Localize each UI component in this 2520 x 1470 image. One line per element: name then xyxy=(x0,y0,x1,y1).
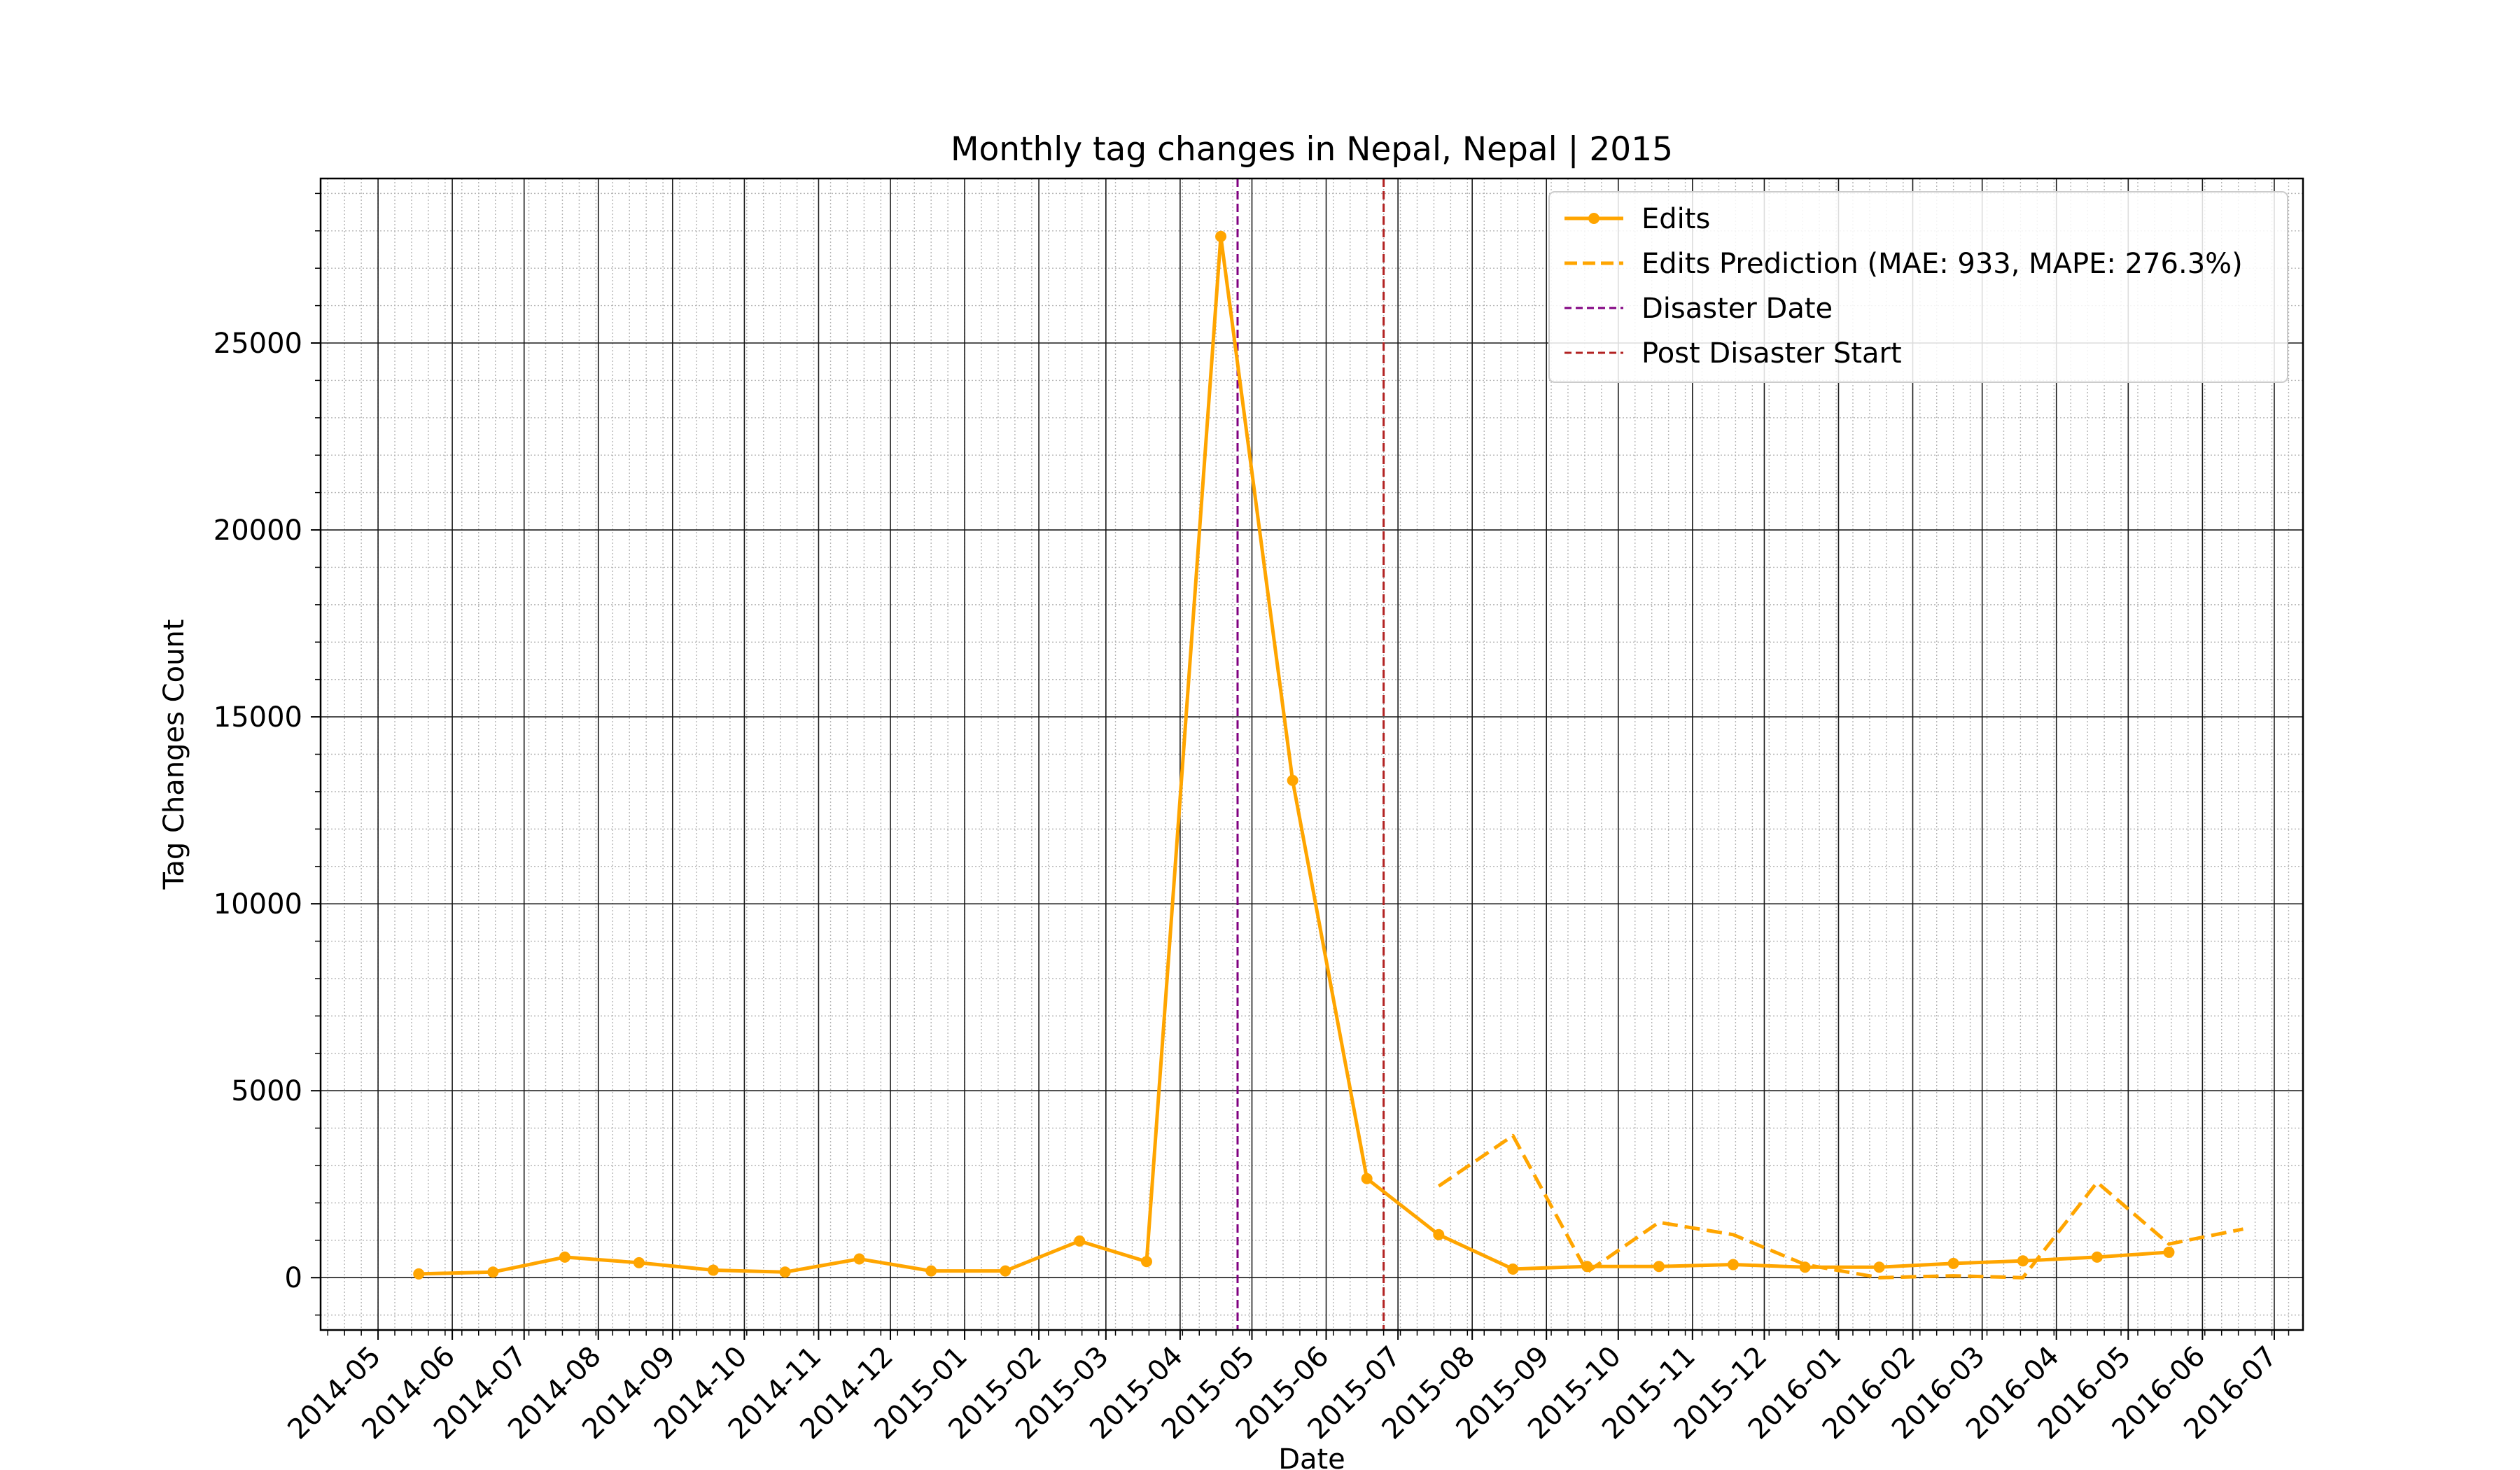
edits-point xyxy=(1727,1259,1739,1270)
edits-point xyxy=(1507,1263,1519,1275)
edits-point xyxy=(853,1253,865,1265)
edits-point xyxy=(633,1256,645,1268)
edits-point xyxy=(2091,1251,2103,1263)
edits-point xyxy=(1433,1228,1445,1240)
minor-grid xyxy=(321,178,2303,1330)
edits-point xyxy=(2163,1246,2175,1258)
edits-prediction-line xyxy=(1437,1133,2244,1280)
legend: Edits Edits Prediction (MAE: 933, MAPE: 2… xyxy=(1548,191,2288,383)
chart-title: Monthly tag changes in Nepal, Nepal | 20… xyxy=(951,130,1673,169)
edits-point xyxy=(1287,774,1298,786)
edits-point xyxy=(1074,1235,1086,1247)
edits-point xyxy=(487,1266,499,1278)
edits-point xyxy=(1000,1265,1011,1277)
legend-box xyxy=(1548,191,2288,383)
edits-point xyxy=(707,1264,719,1276)
edits-point xyxy=(779,1266,791,1278)
edits-point xyxy=(1215,230,1227,242)
axis-ticks xyxy=(311,192,2290,1340)
edits-point xyxy=(925,1265,937,1277)
y-tick-label: 10000 xyxy=(214,888,302,920)
edits-point xyxy=(413,1268,425,1280)
legend-edits-marker xyxy=(1588,213,1600,224)
legend-edits-label: Edits xyxy=(1642,203,1710,235)
y-tick-label: 5000 xyxy=(231,1075,302,1107)
series-layer xyxy=(413,230,2244,1280)
y-tick-label: 20000 xyxy=(214,514,302,547)
edits-point xyxy=(1873,1261,1885,1273)
legend-post-disaster-start-label: Post Disaster Start xyxy=(1642,337,1902,370)
edits-point xyxy=(1653,1261,1665,1273)
y-tick-label: 15000 xyxy=(214,701,302,734)
edits-point xyxy=(1141,1256,1152,1268)
y-tick-label: 0 xyxy=(285,1262,302,1294)
edits-point xyxy=(559,1251,570,1263)
edits-point xyxy=(1361,1172,1373,1184)
y-tick-label: 25000 xyxy=(214,328,302,360)
x-axis-label: Date xyxy=(1278,1443,1345,1470)
edits-point xyxy=(2017,1255,2029,1267)
legend-edits-prediction-label: Edits Prediction (MAE: 933, MAPE: 276.3%… xyxy=(1642,248,2243,280)
legend-disaster-date-label: Disaster Date xyxy=(1642,293,1833,325)
y-axis-label: Tag Changes Count xyxy=(158,620,190,890)
edits-point xyxy=(1947,1257,1959,1269)
y-tick-labels: 0 5000 10000 15000 20000 25000 xyxy=(214,328,302,1294)
